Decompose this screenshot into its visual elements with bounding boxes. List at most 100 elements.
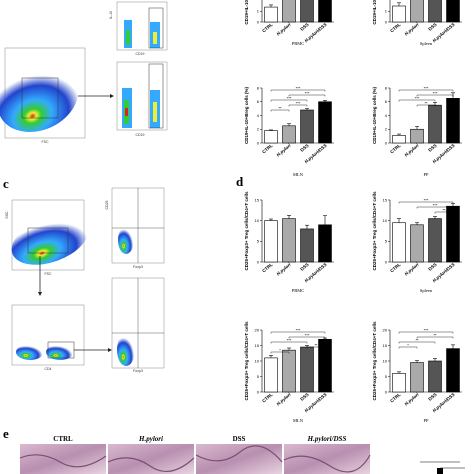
y-axis-label: CD25+Foxp3+ Treg cells/CD4+T cells <box>244 191 249 270</box>
significance-bracket <box>270 99 308 102</box>
y-tick-label: 6 <box>385 99 388 104</box>
bar <box>282 218 296 263</box>
y-tick-label: 5 <box>257 239 260 244</box>
y-tick-label: 2 <box>385 127 388 132</box>
x-tick-label: H.pylori <box>276 142 293 157</box>
flow-plot: CD19 <box>116 61 168 137</box>
y-tick-label: 2 <box>257 127 260 132</box>
significance-bracket <box>416 104 436 107</box>
x-tick-label: H.pylori <box>276 261 293 276</box>
significance-bracket <box>398 89 454 92</box>
x-tick-label: DSS <box>427 22 437 32</box>
significance-bracket <box>398 346 418 349</box>
significance-label: * <box>407 343 409 348</box>
bar <box>392 135 406 144</box>
significance-label: *** <box>433 91 438 96</box>
x-tick-label: DSS <box>427 262 437 272</box>
y-tick-label: 15 <box>255 197 260 202</box>
y-tick-label: 0 <box>385 140 388 145</box>
chart-title: MLN <box>293 418 304 423</box>
significance-bracket <box>270 341 308 344</box>
significance-bracket <box>288 104 308 107</box>
significance-bracket <box>416 206 454 209</box>
y-tick-label: 5 <box>385 239 388 244</box>
chart-title: Spleen <box>420 41 433 46</box>
y-tick-label: 15 <box>383 343 388 348</box>
y-tick-label: 0 <box>385 19 388 24</box>
x-tick-label: H.pylori <box>276 21 293 36</box>
x-tick-label: DSS <box>299 22 309 32</box>
y-tick-label: 0 <box>257 389 260 394</box>
histology-strip <box>19 444 465 474</box>
significance-label: *** <box>424 86 429 91</box>
bar <box>428 0 442 23</box>
bar <box>264 220 278 263</box>
bar <box>300 0 314 23</box>
significance-bracket <box>398 201 454 204</box>
significance-label: * <box>279 348 281 353</box>
significance-bracket <box>398 99 436 102</box>
axis-label: CD4 <box>44 367 51 371</box>
significance-label: ** <box>442 208 446 213</box>
significance-label: *** <box>296 328 301 333</box>
chart-title: PBMC <box>292 41 305 46</box>
axis-label: FSC <box>42 140 49 144</box>
y-tick-label: 10 <box>255 358 260 363</box>
significance-label: *** <box>296 101 301 106</box>
significance-label: ** <box>314 343 318 348</box>
bar <box>392 373 406 393</box>
x-tick-label: H.pylori <box>404 21 421 36</box>
x-tick-label: H.pylori <box>404 391 421 406</box>
bar <box>318 101 332 144</box>
axis-label: Foxp3 <box>133 369 143 373</box>
y-tick-label: 4 <box>385 113 388 118</box>
y-tick-label: 0 <box>257 19 260 24</box>
y-tick-label: 20 <box>383 327 388 332</box>
y-tick-label: 20 <box>255 327 260 332</box>
y-axis-label: CD25+Foxp3+ Treg cells/CD4+T cells <box>244 321 249 400</box>
flow-plot: CD4 <box>11 304 112 371</box>
x-tick-label: DSS <box>299 392 309 402</box>
axis-label: Foxp3 <box>133 265 143 269</box>
significance-bracket <box>398 331 454 334</box>
axis-label: CD19 <box>136 133 145 137</box>
flow-plot: FSC SSC <box>5 199 89 296</box>
y-tick-label: 1 <box>385 9 388 14</box>
y-tick-label: 8 <box>257 85 260 90</box>
bar <box>264 357 278 393</box>
y-axis-label: CD25+Foxp3+ Treg cells/CD4+T cells <box>372 191 377 270</box>
bar <box>300 109 314 144</box>
x-tick-label: DSS <box>427 143 437 153</box>
significance-bracket <box>398 341 436 344</box>
flow-plot: FSC <box>0 47 114 144</box>
significance-label: ** <box>415 338 419 343</box>
bar <box>264 6 278 23</box>
bar <box>318 0 332 23</box>
y-tick-label: 0 <box>257 259 260 264</box>
x-tick-label: CTRL <box>261 22 274 34</box>
bar <box>282 349 296 393</box>
y-axis-label: CD19+IL-10+ <box>244 0 249 25</box>
bar <box>300 228 314 263</box>
y-tick-label: 5 <box>257 374 260 379</box>
x-tick-label: CTRL <box>261 262 274 274</box>
significance-bracket <box>288 336 326 339</box>
bar <box>282 125 296 144</box>
y-tick-label: 10 <box>383 218 388 223</box>
y-tick-label: 8 <box>385 85 388 90</box>
axis-label: CD25 <box>105 200 109 209</box>
bar <box>264 130 278 144</box>
y-tick-label: 10 <box>383 358 388 363</box>
bar <box>282 0 296 23</box>
chart-title: PBMC <box>292 288 305 293</box>
bar <box>428 218 442 263</box>
panel-label: c <box>3 176 9 191</box>
significance-label: *** <box>305 333 310 338</box>
x-tick-label: H.pylori <box>404 261 421 276</box>
x-tick-label: H.pylori <box>404 142 421 157</box>
panel-label: e <box>3 426 9 441</box>
x-tick-label: CTRL <box>261 392 274 404</box>
flow-plot: Foxp3 CD25 <box>105 187 165 269</box>
